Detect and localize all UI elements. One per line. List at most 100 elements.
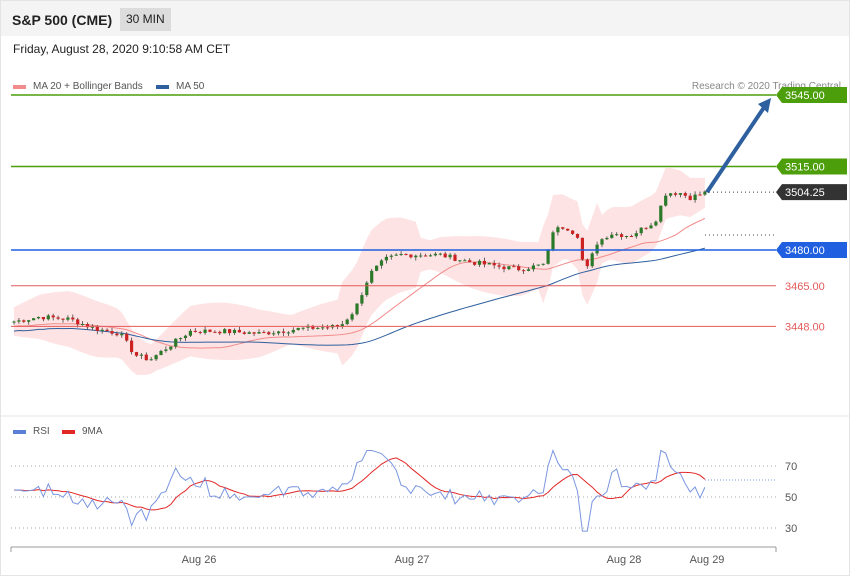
legend-swatch (62, 429, 75, 434)
candle-body (443, 253, 447, 258)
candle-body (41, 317, 45, 320)
candle-body (566, 228, 570, 231)
candle-body (228, 329, 232, 334)
candle-body (223, 329, 227, 334)
candle-body (321, 327, 325, 329)
rsi-tick-label: 30 (785, 523, 797, 535)
candle-body (526, 269, 531, 271)
candles (12, 190, 707, 362)
candle-body (502, 266, 506, 270)
candle-body (561, 227, 565, 229)
candle-body (507, 266, 511, 270)
candle-body (301, 327, 305, 329)
candle-body (590, 253, 594, 267)
level-tag (776, 242, 847, 258)
candle-body (673, 193, 678, 195)
candle-body (512, 266, 516, 268)
legend-swatch (156, 84, 169, 89)
candle-body (257, 332, 261, 334)
x-axis: Aug 26 Aug 27 Aug 28 Aug 29 (10, 546, 777, 566)
candle-body (703, 191, 707, 195)
level-label: 3545.00 (785, 90, 825, 102)
candle-body (105, 329, 109, 332)
candle-body (463, 260, 467, 262)
candle-body (213, 331, 217, 333)
candle-body (639, 227, 643, 234)
candle-body (580, 237, 584, 260)
candle-body (404, 254, 408, 256)
candle-body (659, 205, 663, 222)
candle-body (154, 355, 158, 360)
candle-body (174, 338, 178, 347)
timeframe-badge[interactable]: 30 MIN (120, 8, 171, 31)
candle-body (654, 221, 658, 226)
legend-rsi: RSI (13, 426, 50, 437)
candle-body (100, 329, 104, 331)
candle-body (316, 327, 320, 329)
candle-body (433, 253, 437, 256)
candle-body (237, 329, 241, 333)
candle-body (688, 195, 692, 201)
candle-body (17, 320, 21, 322)
candle-body (384, 256, 388, 261)
candle-body (424, 255, 428, 257)
band-area (14, 167, 705, 375)
candle-body (664, 195, 668, 206)
candle-body (85, 323, 90, 328)
arrow-head (758, 97, 771, 113)
ma20-line (13, 217, 706, 349)
candle-body (203, 329, 207, 333)
candle-body (110, 331, 114, 334)
candle-body (536, 264, 540, 266)
candle-body (615, 234, 619, 236)
candle-body (51, 315, 55, 318)
candle-body (272, 333, 276, 335)
candle-body (345, 319, 349, 325)
candle-body (365, 282, 369, 296)
candle-body (487, 263, 491, 265)
legend-ma50: MA 50 (156, 81, 204, 92)
legend-swatch (13, 429, 26, 434)
level-label: 3448.00 (785, 321, 825, 333)
level-tag (776, 86, 847, 103)
candle-body (27, 320, 31, 322)
x-tick-label: Aug 29 (690, 554, 725, 566)
rsi-9ma-line (13, 457, 706, 511)
candle-body (169, 346, 173, 350)
candle-body (428, 255, 433, 257)
rsi-line (13, 449, 706, 532)
candle-body (575, 233, 580, 238)
candle-body (71, 317, 75, 320)
candle-body (188, 330, 192, 336)
legend-9ma: 9MA (62, 426, 103, 437)
level-label: 3480.00 (785, 245, 825, 257)
candle-body (649, 225, 653, 229)
candle-body (32, 318, 36, 321)
candle-body (693, 194, 697, 201)
candle-body (541, 263, 545, 265)
legend-label: MA 20 + Bollinger Bands (33, 81, 143, 92)
rsi-panel: 70 50 30 (11, 449, 797, 535)
candle-body (12, 321, 16, 323)
candle-body (620, 234, 624, 237)
candle-body (531, 265, 535, 270)
candle-body (448, 254, 452, 258)
rsi-tick-label: 50 (785, 492, 797, 504)
candle-body (669, 193, 673, 196)
candle-body (595, 244, 599, 254)
candle-body (247, 332, 251, 334)
candle-body (360, 295, 364, 304)
candle-body (497, 265, 501, 267)
candle-body (291, 329, 295, 333)
candle-body (419, 255, 423, 257)
candle-body (438, 253, 442, 255)
candle-body (144, 354, 148, 361)
level-label: 3465.00 (785, 281, 825, 293)
candle-body (683, 193, 687, 196)
candle-body (95, 326, 99, 331)
candle-body (468, 260, 472, 263)
candle-body (394, 254, 398, 256)
candle-body (130, 340, 134, 353)
ma50-line (13, 247, 706, 346)
